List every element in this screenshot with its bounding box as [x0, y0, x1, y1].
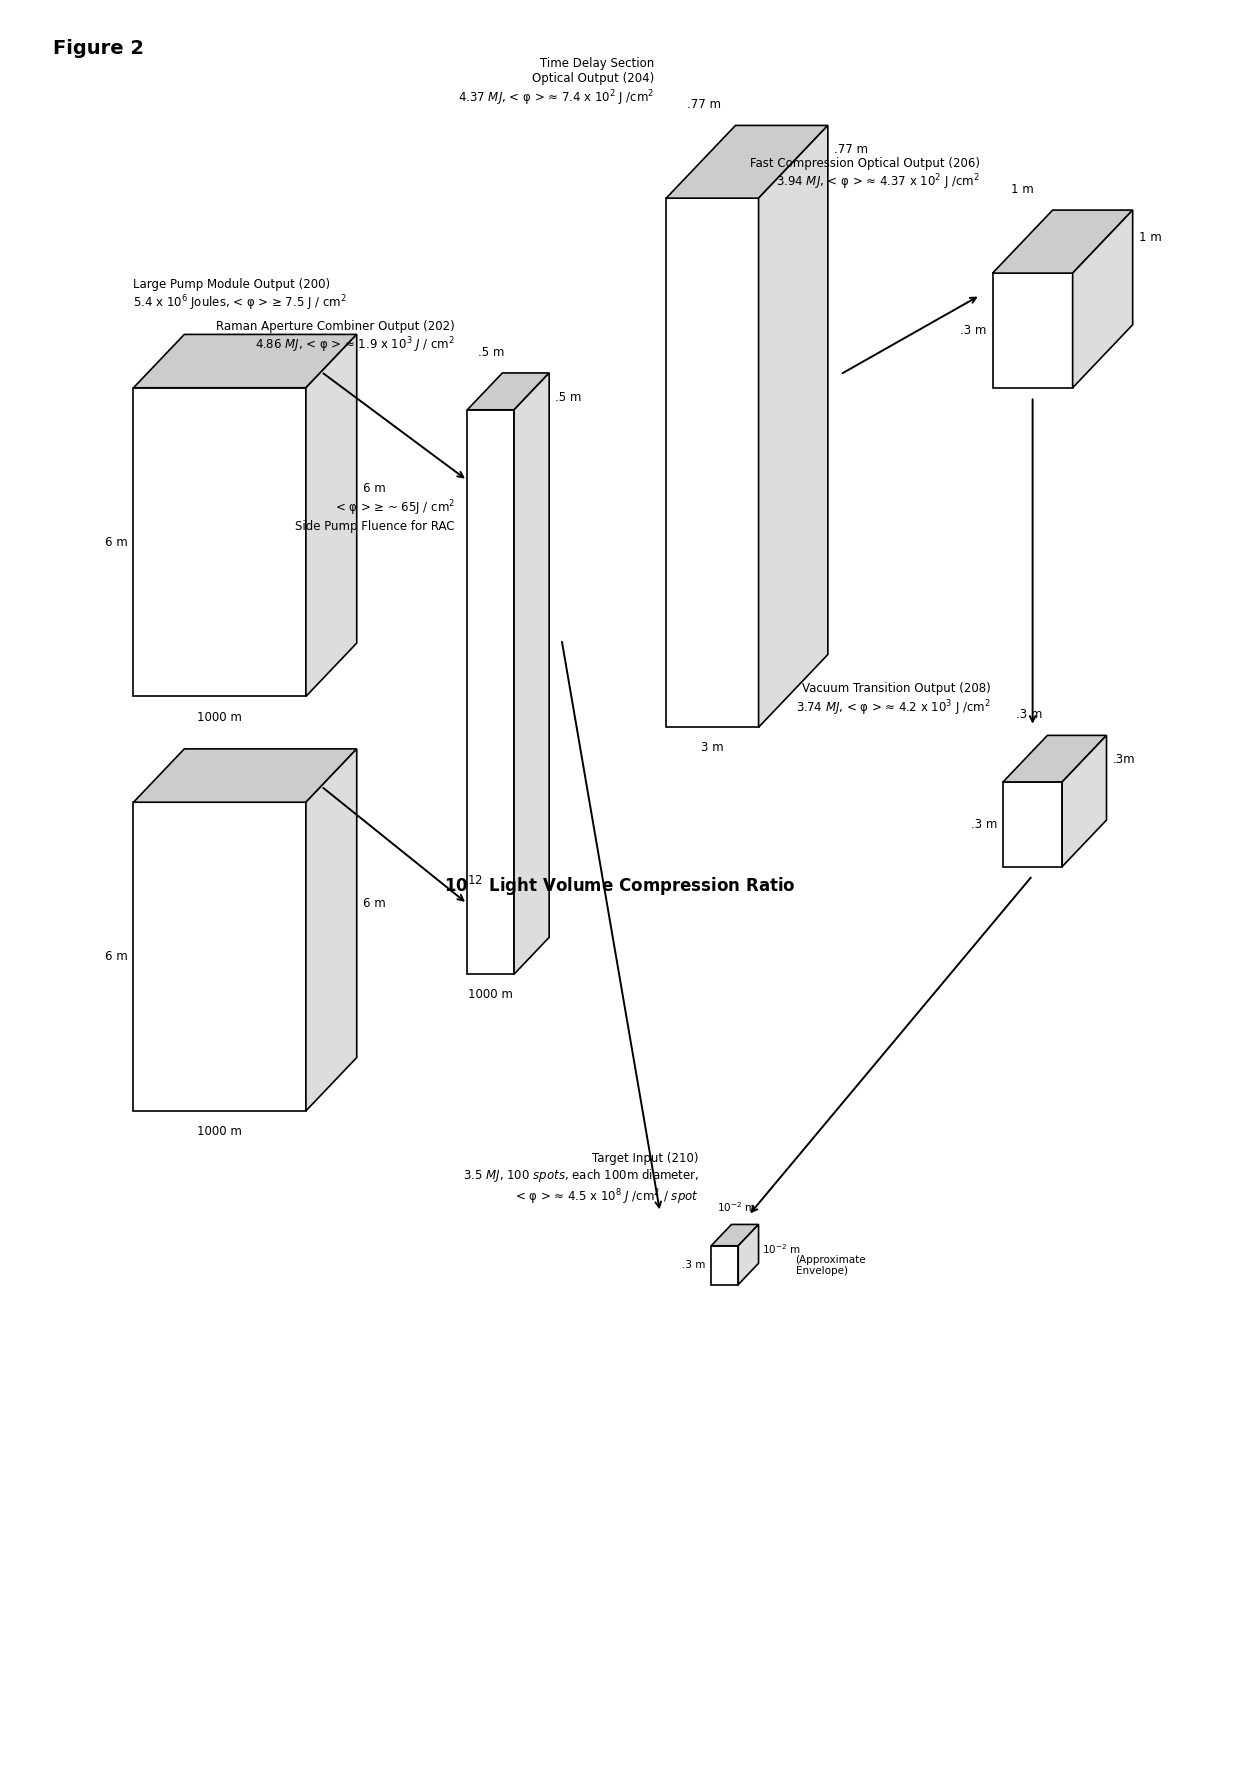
Polygon shape — [1073, 211, 1132, 388]
Polygon shape — [134, 335, 357, 388]
Text: 1 m: 1 m — [1011, 183, 1033, 197]
Text: Large Pump Module Output (200)
5.4 x 10$^6$ Joules, < φ > ≥ 7.5 J / cm$^2$: Large Pump Module Output (200) 5.4 x 10$… — [134, 278, 347, 314]
Text: (Approximate
Envelope): (Approximate Envelope) — [796, 1255, 866, 1276]
Text: Target Input (210)
3.5 $MJ$, 100 $spots$, each 100m diameter,
< φ > ≈ 4.5 x 10$^: Target Input (210) 3.5 $MJ$, 100 $spots$… — [463, 1152, 699, 1207]
Text: 6 m: 6 m — [363, 897, 386, 909]
Text: .3m: .3m — [1112, 753, 1136, 766]
Text: .77 m: .77 m — [835, 144, 868, 156]
Polygon shape — [992, 273, 1073, 388]
Text: .5 m: .5 m — [477, 346, 505, 360]
Text: 6 m: 6 m — [104, 535, 128, 549]
Text: Fast Compression Optical Output (206)
3.94 $MJ$, < φ > ≈ 4.37 x 10$^2$ J /cm$^2$: Fast Compression Optical Output (206) 3.… — [750, 158, 981, 193]
Text: Time Delay Section
Optical Output (204)
4.37 $MJ$, < φ > ≈ 7.4 x 10$^2$ J /cm$^2: Time Delay Section Optical Output (204) … — [458, 57, 653, 108]
Polygon shape — [515, 372, 549, 975]
Text: .3 m: .3 m — [1017, 709, 1043, 721]
Text: 6 m: 6 m — [104, 950, 128, 962]
Polygon shape — [467, 409, 515, 975]
Polygon shape — [1003, 781, 1063, 867]
Text: 1 m: 1 m — [1138, 230, 1162, 245]
Text: .3 m: .3 m — [960, 324, 987, 337]
Text: Figure 2: Figure 2 — [53, 39, 144, 58]
Text: .3 m: .3 m — [682, 1260, 706, 1271]
Text: 1000 m: 1000 m — [197, 711, 242, 723]
Polygon shape — [306, 335, 357, 696]
Text: 1000 m: 1000 m — [197, 1125, 242, 1138]
Text: 6 m: 6 m — [363, 482, 386, 494]
Text: Raman Aperture Combiner Output (202)
4.86 $MJ$, < φ > ≈ 1.9 x 10$^3$ $J$ / cm$^2: Raman Aperture Combiner Output (202) 4.8… — [216, 321, 455, 356]
Polygon shape — [1003, 735, 1106, 781]
Text: 3 m: 3 m — [701, 741, 724, 755]
Text: 1000 m: 1000 m — [469, 989, 513, 1001]
Text: .3 m: .3 m — [971, 817, 997, 831]
Polygon shape — [666, 198, 759, 727]
Polygon shape — [666, 126, 828, 198]
Polygon shape — [1063, 735, 1106, 867]
Text: 10$^{-2}$ m: 10$^{-2}$ m — [763, 1242, 801, 1256]
Polygon shape — [712, 1246, 738, 1285]
Polygon shape — [134, 388, 306, 696]
Polygon shape — [759, 126, 828, 727]
Polygon shape — [467, 372, 549, 409]
Text: < φ > ≥ ~ 65J / cm$^2$
Side Pump Fluence for RAC: < φ > ≥ ~ 65J / cm$^2$ Side Pump Fluence… — [295, 498, 455, 533]
Polygon shape — [712, 1224, 759, 1246]
Polygon shape — [992, 211, 1132, 273]
Polygon shape — [134, 803, 306, 1111]
Polygon shape — [738, 1224, 759, 1285]
Text: 10$^{12}$ Light Volume Compression Ratio: 10$^{12}$ Light Volume Compression Ratio — [444, 874, 796, 898]
Text: .77 m: .77 m — [687, 97, 720, 112]
Polygon shape — [134, 750, 357, 803]
Text: .5 m: .5 m — [556, 390, 582, 404]
Text: 10$^{-2}$ m: 10$^{-2}$ m — [717, 1200, 756, 1214]
Text: Vacuum Transition Output (208)
3.74 $MJ$, < φ > ≈ 4.2 x 10$^3$ J /cm$^2$: Vacuum Transition Output (208) 3.74 $MJ$… — [796, 682, 991, 718]
Polygon shape — [306, 750, 357, 1111]
